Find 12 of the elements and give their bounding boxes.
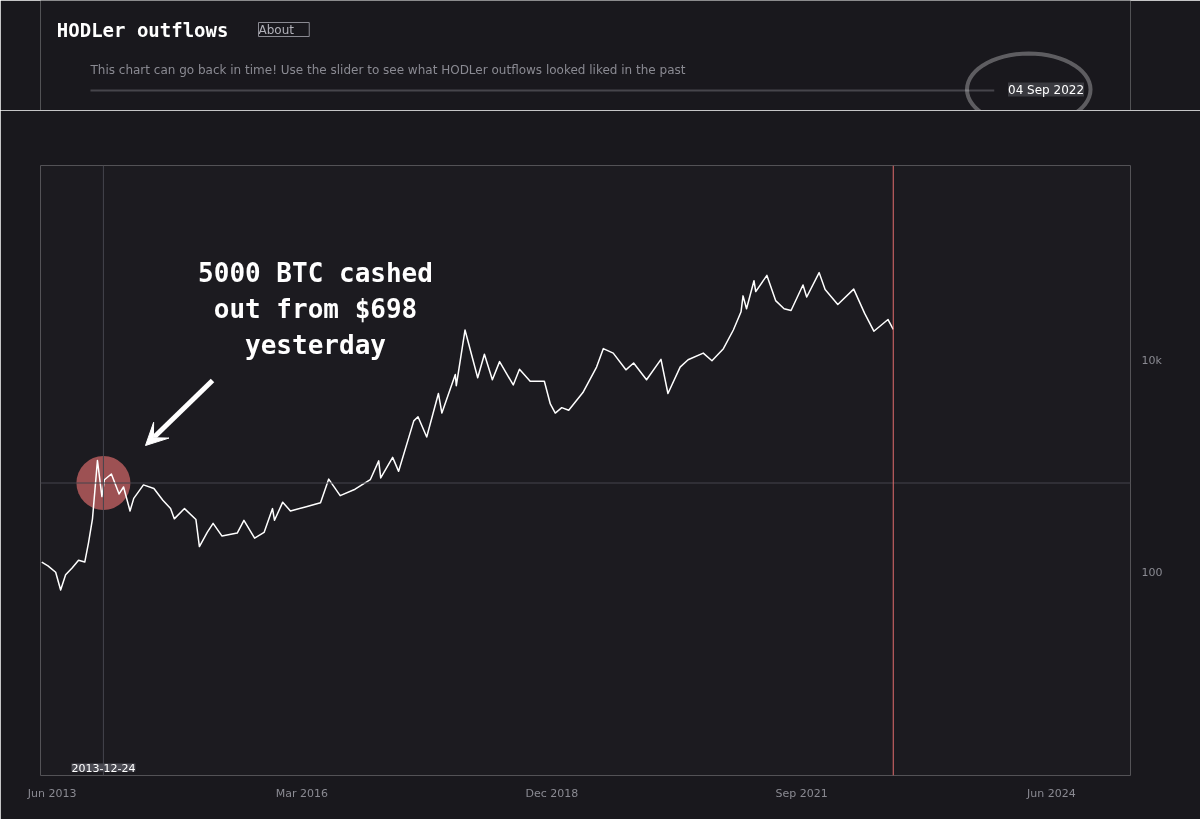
x-tick-label: Sep 2021 (775, 786, 828, 800)
y-tick-label: 100 (1141, 565, 1163, 579)
chart-title: HODLer outflows (56, 18, 229, 41)
x-tick-label: Dec 2018 (525, 786, 579, 800)
annotation: 5000 BTC cashed out from $698 yesterday (198, 257, 433, 360)
chart-subtitle: This chart can go back in time! Use the slider to see what HODLer outflows looked liked in the past (89, 62, 686, 77)
x-tick-label: Mar 2016 (275, 786, 328, 800)
y-tick-label: 10k (1141, 354, 1163, 368)
text: 04 Sep 2022 (1008, 82, 1085, 97)
x-tick-label: Jun 2013 (26, 786, 77, 800)
x-tick-label: Jun 2024 (1026, 786, 1076, 800)
ref-line-label: 2013-12-24 (71, 761, 136, 775)
